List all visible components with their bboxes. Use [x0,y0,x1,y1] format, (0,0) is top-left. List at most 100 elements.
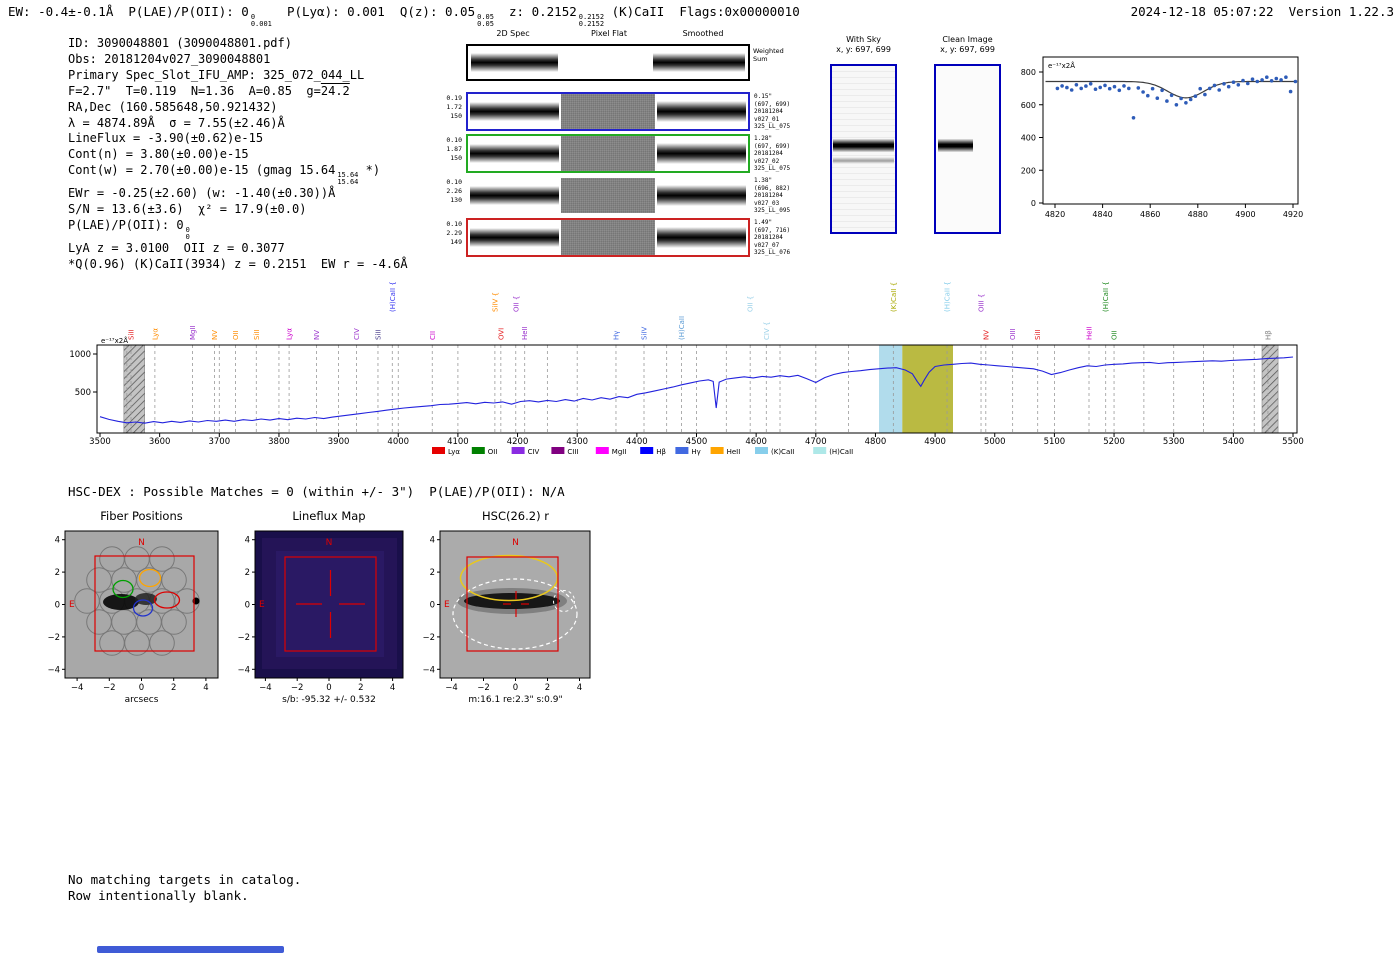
panel-xtick-label: 4 [577,683,582,693]
spec2d-row-meta: v027_07 [754,241,780,249]
panel-xtick-label: −4 [71,683,84,693]
trace-band [937,139,973,153]
compass-east: E [69,600,75,610]
lineflux-map-panel: Lineflux Map 4 2 0 −2 −4 −4 −2 0 2 4 s/b: -95.32 +/… [237,509,404,705]
inset-data-point [1293,79,1298,84]
trace [469,144,560,163]
legend-label: (H)CaII [829,448,853,456]
emission-line-label: OII [1111,330,1119,340]
catalog-notes: No matching targets in catalog. Row inte… [68,872,301,903]
spec2d-row-meta: (697, 699) [754,100,791,108]
panel-ytick-label: −2 [237,633,250,643]
spectrum-xtick-label: 4900 [924,437,946,447]
legend-swatch [432,447,445,454]
inset-xtick-label: 4860 [1140,210,1160,219]
legend-swatch [511,447,525,454]
panel-ytick-label: 0 [55,601,60,611]
inset-data-point [1141,90,1145,94]
spectrum-xtick-label: 4500 [686,437,708,447]
emission-line-label: OII { [747,296,755,312]
spec2d-smoothed-panel [654,178,748,213]
spec2d-row-scale: 0.10 [446,220,462,228]
fiber-red [153,591,181,609]
legend-label: (K)CaII [771,448,794,456]
spectrum-ytick-label: 1000 [69,350,91,360]
emission-line-label: OII { [512,296,520,312]
spectrum-line [99,356,1294,424]
weighted-sum-label: Weighted [753,47,784,55]
inset-xtick-label: 4880 [1188,210,1208,219]
spectrum-xtick-label: 5500 [1282,437,1304,447]
spectrum-xtick-label: 3500 [89,437,111,447]
trace-band [833,139,894,153]
inset-data-point [1084,84,1088,88]
panel-ytick-label: −4 [422,665,435,675]
sup-sub-stack: 0 0.001 [251,14,272,28]
spec2d-row-meta: 325_LL_095 [754,207,791,215]
fiber-blue [132,599,154,617]
text-segment: *Q(0.96) (K)CaII(3934) z = 0.2151 EW r =… [68,257,408,272]
scrollbar-thumb[interactable] [97,946,284,953]
inset-data-point [1222,82,1226,86]
spec2d-row-meta: 1.49" [754,219,773,226]
inset-data-point [1284,75,1288,79]
text-segment: S/N = 13.6(±3.6) χ² = 17.9(±0.0) [68,202,307,217]
emission-line-label: SiII [374,329,382,340]
info-line: Obs: 20181204v027_3090048801 [68,52,408,68]
panel-background [64,530,219,679]
panel-xtick-label: 2 [358,683,363,693]
weighted-sum-label: Sum [753,55,768,63]
fiber-circle [149,630,175,656]
spec2d-row-meta: (697, 699) [754,142,791,150]
spectrum-xtick-label: 4600 [745,437,767,447]
text-segment: P(LAE)/P(OII): 0 [68,218,184,233]
legend-swatch [710,447,724,454]
legend-label: Lyα [448,448,460,456]
info-line: F=2.7" T=0.119 N=1.36 A=0.85 g=24.2 [68,84,408,100]
stack-bottom: 0 [185,233,190,242]
emission-line-label: (K)CaII { [890,282,898,312]
sup-sub-stack: 15.64 15.64 [337,172,358,186]
clean-image [934,64,1001,234]
panel-ytick-label: −2 [47,633,60,643]
emission-line-label: (H)CaII { [389,281,397,312]
inset-data-point [1155,96,1160,100]
hsc-dex-summary: HSC-DEX : Possible Matches = 0 (within +… [68,484,565,499]
info-line: S/N = 13.6(±3.6) χ² = 17.9(±0.0) [68,202,408,218]
legend-label: OII [488,448,498,456]
text-segment: Cont(n) = 3.80(±0.00)e-15 [68,147,249,162]
emission-line-label: NV [982,330,990,340]
spec2d-row [466,134,750,173]
weighted-sum-panel [466,44,750,81]
legend-label: Hβ [656,448,666,456]
spectrum-frame [96,344,1298,434]
spectrum-xtick-label: 3900 [328,437,350,447]
spec2d-2d-panel [468,136,562,171]
spec2d-row-meta: (697, 716) [754,226,791,234]
inset-data-point [1098,85,1102,90]
inset-data-point [1246,81,1250,86]
emission-line-label: OIII { [978,294,986,312]
panel-content [74,546,200,656]
inset-data-point [1269,79,1274,83]
spectrum-xtick-label: 5100 [1044,437,1066,447]
hsc-cutout-panel: HSC(26.2) r 4 2 0 −2 −4 −4 −2 0 2 4 m:16.1 re:2.3" … [422,509,591,705]
compass-east: E [259,600,265,610]
sup-sub-stack: 0.05 0.05 [477,14,494,28]
text-segment: RA,Dec (160.585648,50.921432) [68,99,278,114]
inset-data-point [1193,94,1198,98]
inset-ytick-label: 800 [1021,68,1036,77]
panel-xlabel: s/b: -95.32 +/- 0.532 [282,695,376,705]
neighbor-aperture [553,590,575,612]
info-line: Cont(w) = 2.70(±0.00)e-15 (gmag 15.64 15.… [68,163,408,186]
trace-band-secondary [833,157,894,164]
info-line: Primary Spec_Slot_IFU_AMP: 325_072_044_L… [68,68,408,84]
spec2d-row-scale: 2.29 [446,229,462,237]
spec2d-column-header: 2D Spec [496,29,530,38]
panel-ytick-label: 2 [55,568,60,578]
emission-line-label: (H)CaII { [944,281,952,312]
withsky-subtitle: x, y: 697, 699 [836,45,891,54]
spec2d-row-meta: 20181204 [754,234,783,242]
spec2d-smoothed-panel [654,94,748,129]
trace [656,185,747,206]
